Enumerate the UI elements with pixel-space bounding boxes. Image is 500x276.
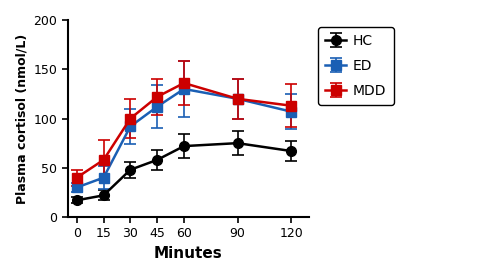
Y-axis label: Plasma cortisol (nmol/L): Plasma cortisol (nmol/L) <box>15 33 28 204</box>
X-axis label: Minutes: Minutes <box>154 246 223 261</box>
Legend: HC, ED, MDD: HC, ED, MDD <box>318 27 394 105</box>
